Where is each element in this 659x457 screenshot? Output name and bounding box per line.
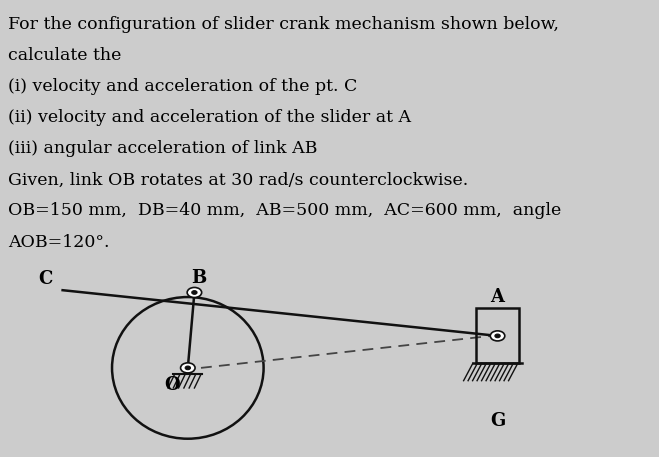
Text: A: A <box>490 288 505 306</box>
Text: (ii) velocity and acceleration of the slider at A: (ii) velocity and acceleration of the sl… <box>8 109 411 126</box>
Text: OB=150 mm,  DB=40 mm,  AB=500 mm,  AC=600 mm,  angle: OB=150 mm, DB=40 mm, AB=500 mm, AC=600 m… <box>8 202 561 219</box>
Text: For the configuration of slider crank mechanism shown below,: For the configuration of slider crank me… <box>8 16 559 33</box>
Circle shape <box>490 331 505 341</box>
Circle shape <box>185 366 190 370</box>
Text: calculate the: calculate the <box>8 47 121 64</box>
Text: (iii) angular acceleration of link AB: (iii) angular acceleration of link AB <box>8 140 317 157</box>
Text: G: G <box>490 412 505 430</box>
Circle shape <box>495 334 500 338</box>
Text: O: O <box>164 376 180 394</box>
Text: (i) velocity and acceleration of the pt. C: (i) velocity and acceleration of the pt.… <box>8 78 357 95</box>
Text: B: B <box>191 269 206 287</box>
Text: C: C <box>38 270 53 288</box>
Circle shape <box>192 291 197 294</box>
Text: AOB=120°.: AOB=120°. <box>8 234 109 250</box>
Circle shape <box>181 363 195 373</box>
Circle shape <box>187 287 202 298</box>
Text: Given, link OB rotates at 30 rad/s counterclockwise.: Given, link OB rotates at 30 rad/s count… <box>8 171 468 188</box>
